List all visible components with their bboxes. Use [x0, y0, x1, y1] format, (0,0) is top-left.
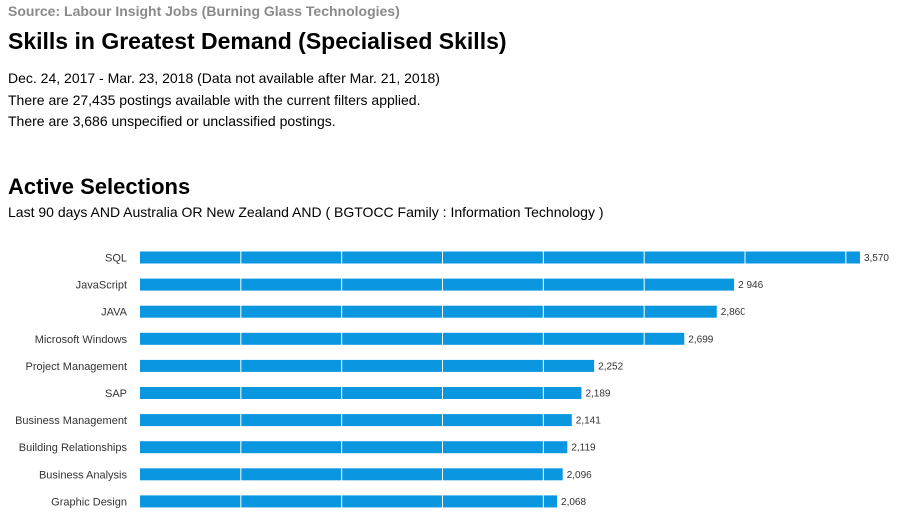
category-label: Business Management	[15, 415, 127, 427]
date-range: Dec. 24, 2017 - Mar. 23, 2018 (Data not …	[8, 70, 440, 86]
value-label: 2,068	[561, 497, 586, 508]
value-label: 2,141	[576, 416, 601, 427]
bar	[140, 278, 735, 291]
category-label: SAP	[105, 388, 127, 400]
category-label: Graphic Design	[51, 496, 127, 508]
value-label: 2,252	[598, 361, 623, 372]
bar	[140, 359, 595, 372]
category-label: JAVA	[101, 307, 128, 319]
category-label: Microsoft Windows	[35, 334, 128, 346]
bar	[140, 468, 563, 481]
value-label: 2,096	[567, 470, 592, 481]
category-label: Project Management	[26, 361, 128, 373]
active-selections-title: Active Selections	[8, 174, 191, 199]
bar	[140, 414, 572, 427]
value-label: 2,119	[571, 443, 596, 454]
category-label: SQL	[105, 253, 127, 265]
category-label: Business Analysis	[39, 469, 128, 481]
active-selections-text: Last 90 days AND Australia OR New Zealan…	[8, 204, 604, 220]
bar	[140, 332, 685, 345]
value-label: 2,860	[721, 307, 746, 318]
category-label: Building Relationships	[19, 442, 128, 454]
source-line: Source: Labour Insight Jobs (Burning Gla…	[8, 3, 400, 19]
bar	[140, 387, 582, 399]
postings-count-line: There are 27,435 postings available with…	[8, 92, 421, 108]
bar	[140, 305, 717, 318]
bar	[140, 495, 558, 508]
bar	[140, 251, 860, 264]
value-label: 3,570	[864, 253, 889, 264]
page-title: Skills in Greatest Demand (Specialised S…	[8, 28, 507, 54]
skills-bar-chart: SQL 3,570 JavaScript 2,946 JAVA 2,860 Microsof…	[15, 244, 889, 512]
value-label: 2,189	[585, 389, 610, 400]
value-label: 2,699	[688, 334, 713, 345]
category-label: JavaScript	[76, 280, 127, 292]
bar	[140, 441, 568, 454]
value-label: 2,946	[738, 280, 763, 291]
unspecified-postings-line: There are 3,686 unspecified or unclassif…	[8, 113, 336, 129]
